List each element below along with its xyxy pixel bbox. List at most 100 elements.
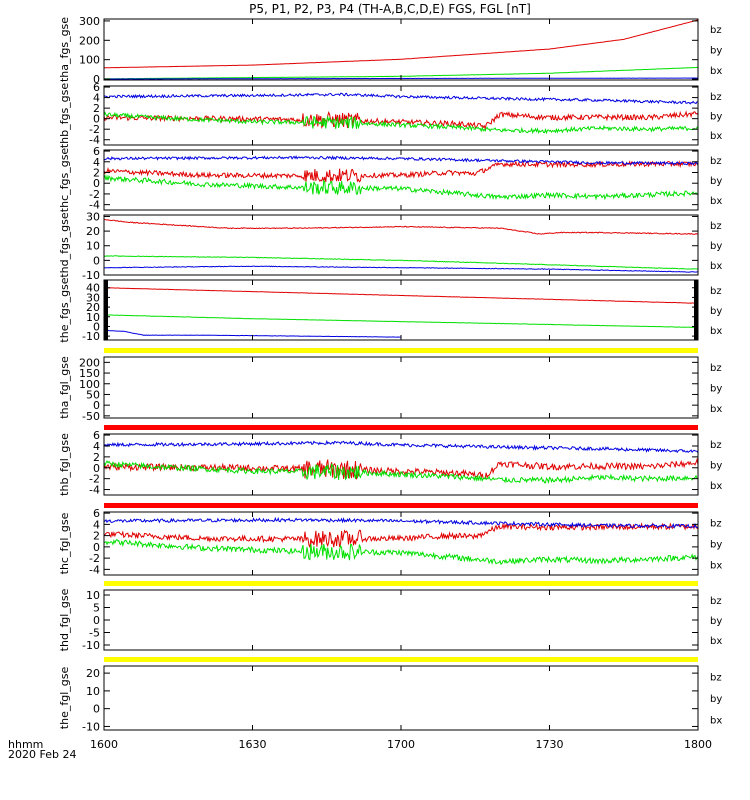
series-bz-line xyxy=(104,218,698,235)
legend-bx: bx xyxy=(710,66,722,77)
panel-the_fgl_gse: 20 10 0 -10 the_fgl_gse bz by bx xyxy=(58,657,722,733)
y-tick-label: 4 xyxy=(93,92,100,105)
legend-bz: bz xyxy=(710,519,722,530)
y-tick-label: 200 xyxy=(79,34,100,47)
y-axis-label: thb_fgl_gse xyxy=(58,433,71,496)
y-tick-label: 6 xyxy=(93,507,100,520)
legend-bz: bz xyxy=(710,286,722,297)
y-tick-label: 2 xyxy=(93,167,100,180)
left-edge-marks xyxy=(104,280,108,340)
legend-bx: bx xyxy=(710,561,722,572)
y-tick-label: 10 xyxy=(86,311,100,324)
x-tick-label: 1800 xyxy=(684,738,712,751)
y-tick-label: 0 xyxy=(93,399,100,412)
legend-bz: bz xyxy=(710,25,722,36)
y-tick-label: 100 xyxy=(79,378,100,391)
x-axis: 1600 1630 1700 1730 1800 xyxy=(90,738,712,751)
y-axis-label: thc_fgs_gse xyxy=(58,148,71,213)
y-tick-label: -10 xyxy=(82,720,100,733)
y-axis-label: thb_fgs_gse xyxy=(58,83,71,149)
legend-by: by xyxy=(710,461,722,472)
y-axis-label: the_fgl_gse xyxy=(58,667,71,730)
series-bz-line xyxy=(104,522,698,548)
y-tick-label: 0 xyxy=(93,541,100,554)
y-tick-label: -4 xyxy=(89,199,100,212)
panel-thd_fgs_gse: 30 20 100 -10 thd_fgs_gse bz by bx xyxy=(58,210,722,282)
x-tick-label: 1630 xyxy=(239,738,267,751)
series-bx-line xyxy=(104,265,698,273)
legend-bx: bx xyxy=(710,261,722,272)
legend-by: by xyxy=(710,694,722,705)
y-tick-label: 6 xyxy=(93,429,100,442)
legend-bx: bx xyxy=(710,636,722,647)
series-bz-line xyxy=(104,19,698,69)
legend-by: by xyxy=(710,384,722,395)
y-tick-label: 10 xyxy=(86,685,100,698)
y-tick-label: 0 xyxy=(93,177,100,190)
y-tick-label: -2 xyxy=(89,188,100,201)
y-tick-label: 6 xyxy=(93,145,100,158)
y-tick-label: -4 xyxy=(89,563,100,576)
legend-by: by xyxy=(710,540,722,551)
y-tick-label: 10 xyxy=(86,589,100,602)
y-tick-label: 0 xyxy=(93,73,100,86)
y-tick-label: 2 xyxy=(93,451,100,464)
x-tick-label: 1700 xyxy=(387,738,415,751)
legend-bz: bz xyxy=(710,440,722,451)
y-tick-label: 150 xyxy=(79,367,100,380)
legend-bz: bz xyxy=(710,596,722,607)
y-tick-label: 0 xyxy=(93,462,100,475)
legend-by: by xyxy=(710,306,722,317)
legend-bx: bx xyxy=(710,131,722,142)
panel-frame xyxy=(103,665,699,731)
legend-bz: bz xyxy=(710,221,722,232)
series-by-line xyxy=(104,459,698,485)
legend-bz: bz xyxy=(710,363,722,374)
series-by-line xyxy=(104,174,698,201)
y-tick-label: 20 xyxy=(86,667,100,680)
y-tick-label: -4 xyxy=(89,134,100,147)
series-bx-line xyxy=(104,155,698,166)
series-bx-line xyxy=(104,439,698,454)
panel-frame xyxy=(103,433,699,496)
panel-frame xyxy=(103,85,699,146)
y-tick-label: -50 xyxy=(82,410,100,423)
series-by-line xyxy=(104,255,698,270)
y-axis-label: tha_fgs_gse xyxy=(58,17,71,82)
y-tick-label: 0 xyxy=(93,320,100,333)
x-tick-label: 1600 xyxy=(90,738,118,751)
y-tick-label: 300 xyxy=(79,15,100,28)
y-tick-label: -10 xyxy=(82,639,100,652)
y-tick-label: 40 xyxy=(86,282,100,295)
y-tick-label: -2 xyxy=(89,473,100,486)
y-axis-label: thd_fgl_gse xyxy=(58,588,71,651)
legend-bz: bz xyxy=(710,92,722,103)
y-tick-label: 30 xyxy=(86,210,100,223)
legend-bz: bz xyxy=(710,156,722,167)
data-availability-bar xyxy=(104,581,698,586)
legend-bx: bx xyxy=(710,715,722,726)
data-availability-bar xyxy=(104,425,698,430)
y-tick-label: 10 xyxy=(86,240,100,253)
series-by-line xyxy=(104,111,698,135)
y-tick-label: -2 xyxy=(89,552,100,565)
y-tick-label: 2 xyxy=(93,530,100,543)
series-by-line xyxy=(104,538,698,566)
y-tick-label: 4 xyxy=(93,440,100,453)
time-axis-label: hhmm xyxy=(8,738,44,751)
y-tick-label: 5 xyxy=(93,602,100,615)
y-tick-label: 30 xyxy=(86,291,100,304)
legend-bx: bx xyxy=(710,481,722,492)
y-tick-label: -5 xyxy=(89,627,100,640)
series-bz-line xyxy=(104,287,698,304)
legend-by: by xyxy=(710,112,722,123)
legend-bx: bx xyxy=(710,196,722,207)
